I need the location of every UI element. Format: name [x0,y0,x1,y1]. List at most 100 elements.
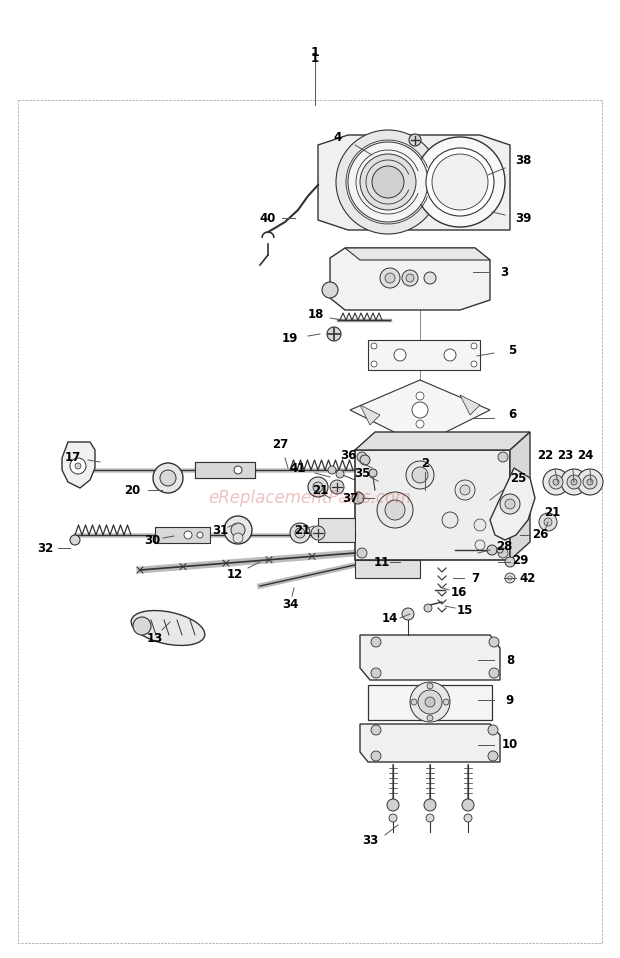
Polygon shape [318,135,510,230]
Circle shape [577,469,603,495]
Circle shape [474,519,486,531]
Circle shape [389,814,397,822]
Circle shape [443,699,449,705]
Polygon shape [360,635,500,680]
Text: 24: 24 [577,448,593,462]
Text: 35: 35 [354,467,370,480]
Circle shape [369,469,377,477]
Circle shape [385,500,405,520]
Bar [195,462,255,478]
Circle shape [224,516,252,544]
Circle shape [133,617,151,635]
Circle shape [197,532,203,538]
Circle shape [328,466,336,474]
Circle shape [330,480,344,494]
Text: 2: 2 [421,457,429,469]
Text: 42: 42 [520,572,536,584]
Circle shape [424,272,436,284]
Circle shape [75,463,81,469]
Text: 40: 40 [260,212,276,224]
Circle shape [290,523,310,543]
Circle shape [508,576,512,580]
Circle shape [322,282,338,298]
Circle shape [371,668,381,678]
Circle shape [184,531,192,539]
Circle shape [410,682,450,722]
Text: 26: 26 [532,529,548,541]
Text: 1: 1 [311,52,319,64]
Text: 16: 16 [451,586,467,600]
Text: 25: 25 [510,471,526,485]
Circle shape [371,637,381,647]
Circle shape [348,142,428,222]
Polygon shape [355,450,510,560]
Circle shape [70,535,80,545]
Polygon shape [360,724,500,762]
Polygon shape [350,380,490,445]
Circle shape [464,814,472,822]
Text: 21: 21 [294,523,310,536]
Circle shape [444,349,456,361]
Circle shape [487,545,497,555]
Circle shape [412,467,428,483]
Polygon shape [368,340,480,370]
Circle shape [153,463,183,493]
Polygon shape [368,685,492,720]
Circle shape [160,470,176,486]
Text: 11: 11 [374,556,390,568]
Circle shape [371,751,381,761]
Circle shape [505,557,515,567]
Circle shape [462,799,474,811]
Circle shape [498,548,508,558]
Circle shape [497,547,503,553]
Text: 9: 9 [506,694,514,706]
Circle shape [425,697,435,707]
Text: 17: 17 [65,450,81,464]
Circle shape [505,573,515,583]
Text: 6: 6 [508,408,516,422]
Circle shape [571,479,577,485]
Circle shape [455,480,475,500]
Circle shape [544,518,552,526]
Circle shape [432,154,488,210]
Bar [155,527,210,543]
Circle shape [424,799,436,811]
Ellipse shape [131,610,205,646]
Polygon shape [330,248,490,310]
Circle shape [371,361,377,367]
Circle shape [70,458,86,474]
Text: 7: 7 [471,572,479,584]
Circle shape [412,402,428,418]
Circle shape [357,452,367,462]
Circle shape [488,751,498,761]
Text: 31: 31 [212,523,228,536]
Text: 14: 14 [382,611,398,625]
Text: 27: 27 [272,439,288,451]
Text: 8: 8 [506,653,514,667]
Text: 34: 34 [282,599,298,611]
Circle shape [402,608,414,620]
Circle shape [372,166,404,198]
Circle shape [380,268,400,288]
Circle shape [587,479,593,485]
Circle shape [427,683,433,689]
Polygon shape [345,248,490,260]
Circle shape [583,475,597,489]
Circle shape [295,528,305,538]
Circle shape [505,499,515,509]
Circle shape [385,273,395,283]
Circle shape [489,637,499,647]
Circle shape [360,154,416,210]
Polygon shape [490,468,535,540]
Circle shape [553,479,559,485]
Text: 22: 22 [537,448,553,462]
Text: 30: 30 [144,534,160,546]
Circle shape [231,523,245,537]
Text: 41: 41 [290,462,306,474]
Text: 29: 29 [512,554,528,566]
Circle shape [411,699,417,705]
Circle shape [460,485,470,495]
Polygon shape [355,560,420,578]
Text: 39: 39 [515,212,531,224]
Bar [18,100,602,943]
